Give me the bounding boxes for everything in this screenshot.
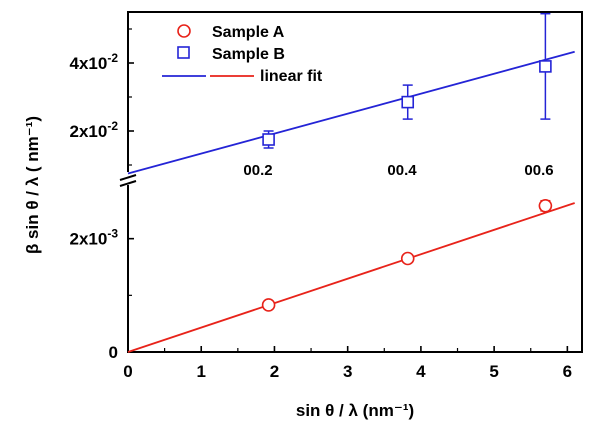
data-point-sample-a [400, 251, 415, 266]
plot-frame [127, 11, 583, 353]
data-point-sample-b [539, 60, 552, 73]
annotation-00-4: 00.4 [387, 162, 417, 179]
x-tick-label: 3 [343, 362, 352, 381]
annotations: 00.2 00.4 00.6 [243, 162, 553, 179]
x-tick-label: 5 [489, 362, 498, 381]
legend-marker-sample-a [177, 24, 191, 38]
legend-label-linear-fit: linear fit [260, 68, 323, 85]
y-axis-ticks: 0 2x10-3 2x10-2 4x10-2 [70, 28, 134, 362]
fit-line-lower [127, 202, 575, 353]
y-tick-label: 0 [109, 343, 118, 362]
y-tick-label: 2x10-2 [70, 119, 119, 141]
legend-label-sample-a: Sample A [212, 24, 285, 41]
data-point-sample-a [261, 298, 276, 312]
axis-break-marker [119, 172, 137, 187]
x-tick-label: 0 [123, 362, 132, 381]
x-axis-ticks: 0 1 2 3 4 5 6 [123, 346, 572, 381]
data-point-sample-b [262, 133, 275, 146]
legend: Sample A Sample B linear fit [162, 24, 323, 85]
data-point-sample-b [401, 95, 415, 109]
annotation-00-2: 00.2 [243, 162, 272, 179]
data-point-sample-a [538, 199, 553, 213]
legend-marker-sample-b [177, 46, 190, 59]
y-tick-label: 4x10-2 [70, 51, 119, 73]
y-axis-label: β sin θ / λ ( nm⁻¹) [23, 116, 42, 254]
fit-line-upper [127, 50, 575, 175]
x-axis-label: sin θ / λ (nm⁻¹) [296, 401, 414, 420]
x-tick-label: 1 [196, 362, 205, 381]
fit-lines [127, 50, 575, 353]
y-tick-label: 2x10-3 [70, 227, 119, 249]
data-points [261, 12, 553, 312]
annotation-00-6: 00.6 [524, 162, 553, 179]
legend-label-sample-b: Sample B [212, 46, 285, 63]
x-tick-label: 6 [563, 362, 572, 381]
x-tick-label: 4 [416, 362, 426, 381]
x-tick-label: 2 [270, 362, 279, 381]
